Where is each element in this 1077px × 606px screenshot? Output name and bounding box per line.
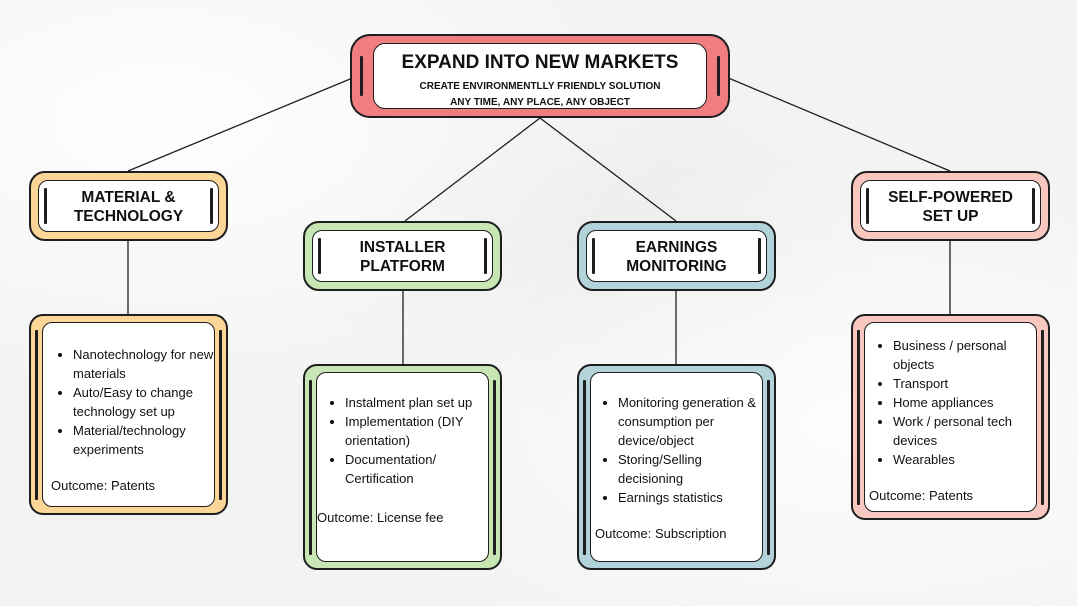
list-item: Home appliances xyxy=(893,393,1041,412)
earnings-monitoring-node-inner xyxy=(586,230,767,282)
list-item: Wearables xyxy=(893,450,1041,469)
material-technology-node: MATERIAL & TECHNOLOGY xyxy=(29,171,228,241)
installer-details-inner xyxy=(316,372,489,562)
self-powered-node: SELF-POWERED SET UP xyxy=(851,171,1050,241)
selfpowered-details-left-bar xyxy=(857,330,860,505)
earnings-details-inner xyxy=(590,372,763,562)
earnings-title-line1: EARNINGS xyxy=(635,239,718,256)
root-node-inner: EXPAND INTO NEW MARKETS CREATE ENVIRONME… xyxy=(373,43,707,109)
earnings-outcome: Outcome: Subscription xyxy=(595,526,727,541)
earnings-title: EARNINGS MONITORING xyxy=(579,238,774,276)
selfpowered-details-inner xyxy=(864,322,1037,512)
selfpowered-details-box: Business / personal objects Transport Ho… xyxy=(851,314,1050,520)
installer-title: INSTALLER PLATFORM xyxy=(305,238,500,276)
root-subtitle-line1: CREATE ENVIRONMENTLLY FRIENDLY SOLUTION xyxy=(419,81,661,92)
selfpowered-list: Business / personal objects Transport Ho… xyxy=(873,336,1041,469)
installer-left-bar xyxy=(318,238,321,274)
earnings-left-bar xyxy=(592,238,595,274)
list-item: Work / personal tech devices xyxy=(893,412,1041,450)
earnings-details-left-bar xyxy=(583,380,586,555)
selfpowered-left-bar xyxy=(866,188,869,224)
list-item: Earnings statistics xyxy=(618,488,770,507)
material-list: Nanotechnology for new materials Auto/Ea… xyxy=(53,345,218,459)
selfpowered-outcome: Outcome: Patents xyxy=(869,488,974,503)
connector-root-installer xyxy=(404,117,541,222)
list-item: Instalment plan set up xyxy=(345,393,497,412)
material-right-bar xyxy=(210,188,213,224)
list-item: Monitoring generation & consumption per … xyxy=(618,393,770,450)
material-details-box: Nanotechnology for new materials Auto/Ea… xyxy=(29,314,228,515)
material-title: MATERIAL & TECHNOLOGY xyxy=(31,188,226,226)
root-title: EXPAND INTO NEW MARKETS xyxy=(401,52,679,73)
installer-outcome: Outcome: License fee xyxy=(317,510,444,525)
root-right-bar xyxy=(717,56,720,96)
list-item: Documentation/ Certification xyxy=(345,450,497,488)
earnings-right-bar xyxy=(758,238,761,274)
earnings-list: Monitoring generation & consumption per … xyxy=(598,393,770,507)
earnings-list-wrap: Monitoring generation & consumption per … xyxy=(598,393,770,507)
material-technology-node-inner xyxy=(38,180,219,232)
material-details-left-bar xyxy=(35,330,38,500)
installer-title-line2: PLATFORM xyxy=(360,258,445,275)
list-item: Transport xyxy=(893,374,1041,393)
root-subtitle-line2: ANY TIME, ANY PLACE, ANY OBJECT xyxy=(450,97,630,108)
root-node: EXPAND INTO NEW MARKETS CREATE ENVIRONME… xyxy=(350,34,730,118)
list-item: Implementation (DIY orientation) xyxy=(345,412,497,450)
installer-platform-node-inner xyxy=(312,230,493,282)
installer-list: Instalment plan set up Implementation (D… xyxy=(325,393,497,488)
selfpowered-list-wrap: Business / personal objects Transport Ho… xyxy=(873,336,1041,469)
earnings-details-right-bar xyxy=(767,380,770,555)
installer-title-line1: INSTALLER xyxy=(359,239,446,256)
selfpowered-title-line1: SELF-POWERED xyxy=(888,189,1013,206)
earnings-monitoring-node: EARNINGS MONITORING xyxy=(577,221,776,291)
connector-root-selfpowered xyxy=(725,76,951,172)
installer-platform-node: INSTALLER PLATFORM xyxy=(303,221,502,291)
installer-details-right-bar xyxy=(493,380,496,555)
material-list-wrap: Nanotechnology for new materials Auto/Ea… xyxy=(53,345,218,459)
selfpowered-title: SELF-POWERED SET UP xyxy=(853,188,1048,226)
list-item: Storing/Selling decisioning xyxy=(618,450,770,488)
selfpowered-right-bar xyxy=(1032,188,1035,224)
list-item: Business / personal objects xyxy=(893,336,1041,374)
self-powered-node-inner xyxy=(860,180,1041,232)
installer-details-box: Instalment plan set up Implementation (D… xyxy=(303,364,502,570)
installer-details-left-bar xyxy=(309,380,312,555)
material-title-line1: MATERIAL & xyxy=(81,189,176,206)
earnings-details-box: Monitoring generation & consumption per … xyxy=(577,364,776,570)
list-item: Auto/Easy to change technology set up xyxy=(73,383,218,421)
root-left-bar xyxy=(360,56,363,96)
material-details-inner xyxy=(42,322,215,507)
connector-root-earnings xyxy=(539,117,677,222)
material-title-line2: TECHNOLOGY xyxy=(73,208,184,225)
selfpowered-title-line2: SET UP xyxy=(922,208,979,225)
material-outcome: Outcome: Patents xyxy=(51,478,156,493)
connector-root-material xyxy=(127,76,356,172)
selfpowered-details-right-bar xyxy=(1041,330,1044,505)
installer-right-bar xyxy=(484,238,487,274)
list-item: Material/technology experiments xyxy=(73,421,218,459)
list-item: Nanotechnology for new materials xyxy=(73,345,218,383)
installer-list-wrap: Instalment plan set up Implementation (D… xyxy=(325,393,497,488)
material-details-right-bar xyxy=(219,330,222,500)
earnings-title-line2: MONITORING xyxy=(626,258,727,275)
material-left-bar xyxy=(44,188,47,224)
